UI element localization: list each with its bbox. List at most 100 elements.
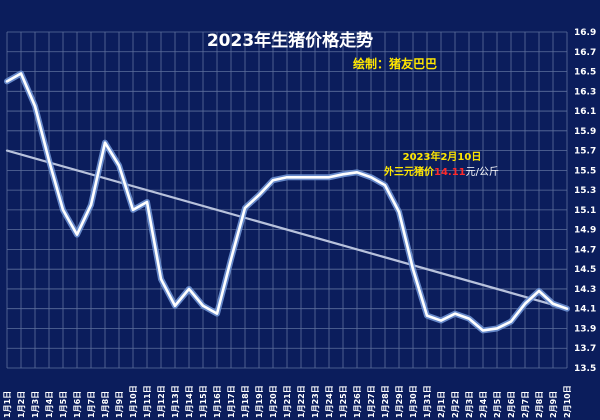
x-tick-label: 2月2日 bbox=[451, 391, 460, 418]
x-tick-label: 1月14日 bbox=[185, 385, 194, 418]
y-tick-label: 13.9 bbox=[574, 324, 596, 334]
data-point bbox=[61, 208, 65, 211]
y-tick-label: 15.7 bbox=[574, 147, 596, 157]
data-point bbox=[397, 210, 401, 213]
y-tick-label: 15.3 bbox=[574, 186, 596, 196]
x-tick-label: 1月24日 bbox=[325, 385, 334, 418]
x-tick-label: 2月1日 bbox=[437, 391, 446, 418]
x-tick-label: 1月21日 bbox=[283, 385, 292, 418]
y-tick-label: 14.5 bbox=[574, 265, 596, 275]
x-tick-label: 1月6日 bbox=[73, 391, 82, 418]
data-point bbox=[411, 268, 415, 271]
data-point bbox=[439, 319, 443, 322]
data-point bbox=[5, 80, 9, 83]
data-point bbox=[285, 176, 289, 179]
y-tick-label: 14.3 bbox=[574, 285, 596, 295]
x-tick-label: 1月2日 bbox=[17, 391, 26, 418]
x-tick-label: 2月4日 bbox=[479, 391, 488, 418]
data-point bbox=[229, 258, 233, 261]
data-point bbox=[509, 320, 513, 323]
x-tick-label: 1月30日 bbox=[409, 385, 418, 418]
y-tick-label: 13.5 bbox=[574, 364, 596, 374]
x-tick-label: 1月17日 bbox=[227, 385, 236, 418]
x-tick-label: 2月3日 bbox=[465, 391, 474, 418]
x-tick-label: 2月8日 bbox=[535, 391, 544, 418]
data-point bbox=[159, 277, 163, 281]
x-tick-label: 1月3日 bbox=[31, 391, 40, 418]
data-point bbox=[257, 193, 261, 197]
data-point bbox=[103, 141, 107, 144]
data-point bbox=[271, 179, 275, 182]
data-point bbox=[201, 304, 205, 307]
y-tick-label: 14.9 bbox=[574, 226, 596, 236]
data-point bbox=[523, 302, 527, 305]
data-point bbox=[131, 208, 135, 211]
x-tick-label: 1月28日 bbox=[381, 385, 390, 418]
x-tick-label: 1月7日 bbox=[87, 391, 96, 418]
data-point bbox=[33, 105, 37, 108]
y-tick-label: 14.7 bbox=[574, 245, 596, 255]
annotation-label: 外三元猪价 bbox=[383, 165, 435, 178]
x-tick-label: 1月9日 bbox=[115, 391, 124, 418]
data-point bbox=[481, 329, 485, 332]
annotation-price: 14.11 bbox=[434, 167, 466, 178]
data-point bbox=[173, 304, 177, 307]
x-tick-label: 1月13日 bbox=[171, 385, 180, 418]
x-tick-label: 2月5日 bbox=[493, 391, 502, 418]
x-tick-label: 1月10日 bbox=[129, 385, 138, 418]
y-axis-ticks: 13.5 13.7 13.9 14.1 14.3 14.5 14.7 14.9 15.1 15.3… bbox=[574, 28, 596, 374]
data-point bbox=[313, 176, 317, 179]
data-point bbox=[299, 176, 303, 179]
y-tick-label: 15.9 bbox=[574, 127, 596, 137]
data-point bbox=[187, 287, 191, 291]
x-tick-label: 1月31日 bbox=[423, 385, 432, 418]
data-point bbox=[47, 159, 51, 162]
x-tick-label: 1月12日 bbox=[157, 385, 166, 418]
x-tick-label: 1月1日 bbox=[3, 391, 12, 418]
data-point bbox=[355, 171, 359, 174]
x-tick-label: 2月9日 bbox=[549, 391, 558, 418]
data-point bbox=[565, 307, 569, 310]
y-tick-label: 13.7 bbox=[574, 344, 596, 354]
y-tick-label: 15.5 bbox=[574, 166, 596, 176]
x-tick-label: 1月26日 bbox=[353, 385, 362, 418]
data-point bbox=[425, 314, 429, 317]
x-tick-label: 1月20日 bbox=[269, 385, 278, 418]
x-axis-ticks: 1月1日 1月2日 1月3日 1月4日 1月5日 1月6日 1月7日 1月8日 1月9日 1月10… bbox=[3, 385, 572, 418]
data-point bbox=[537, 289, 541, 293]
x-tick-label: 1月4日 bbox=[45, 391, 54, 418]
x-tick-label: 2月10日 bbox=[563, 385, 572, 418]
x-tick-label: 1月23日 bbox=[311, 385, 320, 418]
data-point bbox=[453, 312, 457, 315]
data-point bbox=[369, 176, 373, 179]
x-tick-label: 1月16日 bbox=[213, 385, 222, 418]
data-point bbox=[117, 164, 121, 167]
x-tick-label: 1月22日 bbox=[297, 385, 306, 418]
x-tick-label: 1月15日 bbox=[199, 385, 208, 418]
data-point bbox=[19, 72, 23, 75]
data-point bbox=[89, 203, 93, 207]
data-point bbox=[145, 200, 149, 204]
data-point bbox=[495, 327, 499, 330]
x-tick-label: 1月11日 bbox=[143, 385, 152, 418]
y-tick-label: 14.1 bbox=[574, 305, 596, 315]
y-tick-label: 16.7 bbox=[574, 48, 596, 58]
x-tick-label: 1月29日 bbox=[395, 385, 404, 418]
x-tick-label: 1月8日 bbox=[101, 391, 110, 418]
x-tick-label: 2月7日 bbox=[521, 391, 530, 418]
x-tick-label: 1月18日 bbox=[241, 385, 250, 418]
data-point bbox=[243, 206, 247, 210]
x-tick-label: 1月27日 bbox=[367, 385, 376, 418]
annotation-unit: 元/公斤 bbox=[466, 166, 499, 178]
data-point bbox=[215, 312, 219, 315]
x-tick-label: 2月6日 bbox=[507, 391, 516, 418]
annotation-line: 外三元猪价14.11元/公斤 bbox=[383, 165, 499, 178]
y-tick-label: 16.1 bbox=[574, 107, 596, 117]
y-tick-label: 15.1 bbox=[574, 206, 596, 216]
annotation-date: 2023年2月10日 bbox=[403, 150, 482, 163]
y-tick-label: 16.9 bbox=[574, 28, 596, 38]
data-point bbox=[327, 176, 331, 179]
y-tick-label: 16.3 bbox=[574, 87, 596, 97]
